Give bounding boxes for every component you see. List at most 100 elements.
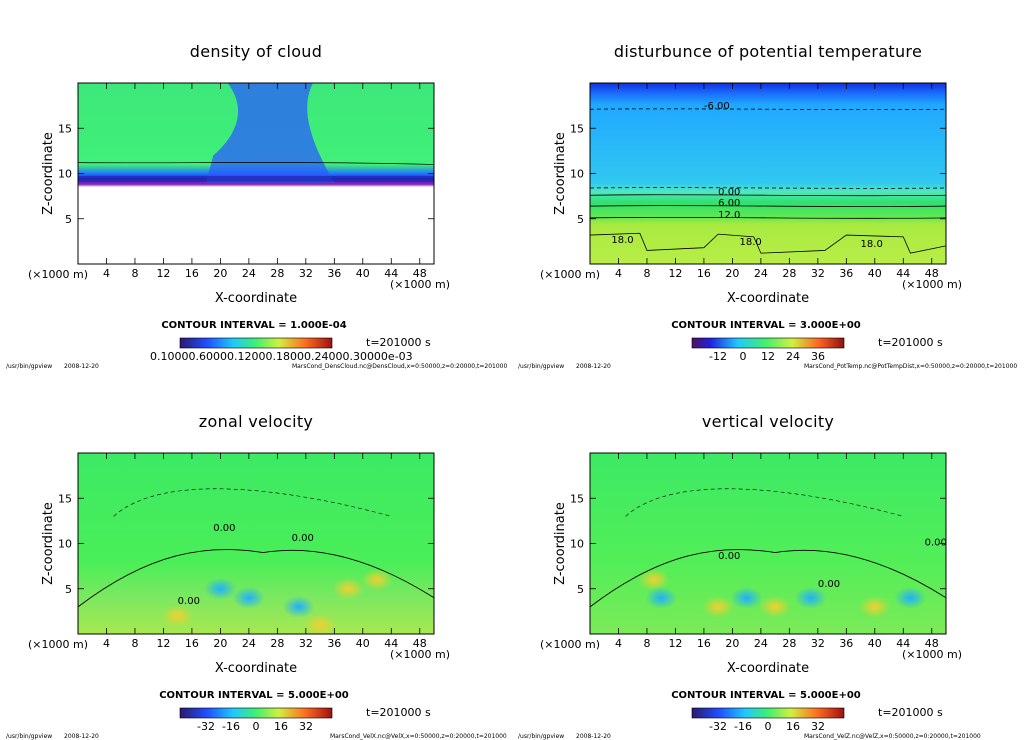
field-blob xyxy=(894,586,927,609)
colorbar-tick-label: -32 xyxy=(709,720,727,733)
colorbar-tick-label: 24 xyxy=(786,350,800,363)
y-axis-label: Z-coordinate xyxy=(553,502,568,585)
chart-title: zonal velocity xyxy=(198,412,314,431)
y-tick-label: 5 xyxy=(65,213,72,226)
field-blob xyxy=(161,604,194,627)
colorbar xyxy=(179,707,333,719)
contour-line xyxy=(113,488,392,517)
x-tick-label: 12 xyxy=(156,267,170,280)
field-blob xyxy=(702,595,735,618)
colorbar-tick-label: -32 xyxy=(197,720,215,733)
colorbar-ticks: 0.10000.60000.12000.18000.24000.30000e-0… xyxy=(150,350,413,363)
x-tick-label: 24 xyxy=(754,637,768,650)
x-tick-label: 16 xyxy=(185,267,199,280)
x-axis-label: X-coordinate xyxy=(215,661,297,676)
y-tick-label: 15 xyxy=(570,122,584,135)
x-tick-label: 4 xyxy=(615,637,622,650)
contour-line xyxy=(589,194,947,197)
panel-zonal-velocity: zonal velocity 0.00 0.00 0.00 4 8 12 16 20 24 28 3… xyxy=(0,370,512,740)
x-tick-label: 28 xyxy=(782,637,796,650)
footer-date: 2008-12-20 xyxy=(64,363,99,370)
contour-label: 0.00 xyxy=(925,537,947,548)
chart-title: vertical velocity xyxy=(701,412,835,431)
footer-program: /usr/bin/gpview xyxy=(518,363,564,370)
colorbar-tick-label: -12 xyxy=(709,350,727,363)
x-tick-label: 36 xyxy=(327,637,341,650)
y-tick-label: 5 xyxy=(65,583,72,596)
y-tick-label: 5 xyxy=(577,213,584,226)
chart-svg: 0.000.000.004 8 12 16 20 24 28 32 36 40 44 4851015X… xyxy=(6,452,507,740)
contour-label: 0.00 xyxy=(213,523,235,534)
x-tick-label: 48 xyxy=(925,267,939,280)
contour-label: -6.00 xyxy=(704,101,730,112)
x-tick-label: 28 xyxy=(270,267,284,280)
x-tick-label: 12 xyxy=(668,637,682,650)
y-tick-label: 10 xyxy=(570,538,584,551)
axis-scale-label: (×1000 m) xyxy=(540,268,600,281)
chart-svg: 0.000.000.004 8 12 16 20 24 28 32 36 40 44 4851015X… xyxy=(518,452,981,740)
contour-label: 18.0 xyxy=(611,235,633,246)
x-tick-label: 32 xyxy=(811,267,825,280)
x-tick-label: 12 xyxy=(156,637,170,650)
file-info: MarsCond_DensCloud.nc@DensCloud,x=0:5000… xyxy=(292,363,507,370)
x-tick-label: 12 xyxy=(668,267,682,280)
file-info: MarsCond_VelZ.nc@VelZ,x=0:50000,z=0:2000… xyxy=(804,733,981,740)
x-tick-label: 4 xyxy=(103,637,110,650)
panel-density-of-cloud: density of cloud 4 8 12 16 20 24 28 32 36 40 44 48 5… xyxy=(0,0,512,370)
x-tick-label: 40 xyxy=(356,637,370,650)
x-tick-label: 16 xyxy=(697,267,711,280)
x-tick-label: 44 xyxy=(896,637,910,650)
contour-label: 0.00 xyxy=(818,579,840,590)
contour-line xyxy=(589,216,947,219)
x-axis-label: X-coordinate xyxy=(727,661,809,676)
colorbar xyxy=(179,337,333,349)
y-tick-label: 10 xyxy=(58,168,72,181)
footer-program: /usr/bin/gpview xyxy=(6,363,52,370)
x-tick-label: 48 xyxy=(925,637,939,650)
contour-label: 18.0 xyxy=(740,237,762,248)
panel-vertical-velocity: vertical velocity 0.00 0.00 0.00 4 8 12 16 20 24… xyxy=(512,370,1024,740)
contour-line xyxy=(625,488,904,517)
x-tick-label: 40 xyxy=(868,267,882,280)
colorbar-tick-label: -16 xyxy=(734,720,752,733)
x-axis-label: X-coordinate xyxy=(727,291,809,306)
x-tick-label: 48 xyxy=(413,637,427,650)
contour-line xyxy=(589,549,947,608)
contour-line xyxy=(77,162,435,165)
colorbar-tick-label: 12 xyxy=(761,350,775,363)
field-blob xyxy=(282,595,315,618)
contour-label: 6.00 xyxy=(718,198,740,209)
x-axis-label: X-coordinate xyxy=(215,291,297,306)
time-label: t=201000 s xyxy=(878,706,943,719)
x-tick-label: 20 xyxy=(213,267,227,280)
colorbar-tick-label: 16 xyxy=(786,720,800,733)
contour-label: 12.0 xyxy=(718,210,740,221)
x-tick-label: 44 xyxy=(384,267,398,280)
y-axis-label: Z-coordinate xyxy=(553,132,568,215)
y-tick-label: 15 xyxy=(570,492,584,505)
x-tick-label: 40 xyxy=(356,267,370,280)
colorbar-tick-labels: -32 -16 0 16 32 xyxy=(197,720,313,733)
field-blob xyxy=(638,568,671,591)
axis-scale-label: (×1000 m) xyxy=(28,638,88,651)
colorbar-tick-labels: -12 0 12 24 36 xyxy=(709,350,825,363)
field-blob xyxy=(361,568,394,591)
x-tick-label: 20 xyxy=(213,637,227,650)
x-tick-label: 4 xyxy=(615,267,622,280)
x-tick-label: 8 xyxy=(131,267,138,280)
contour-label: 0.00 xyxy=(178,596,200,607)
contour-label: 0.00 xyxy=(292,533,314,544)
contour-interval: CONTOUR INTERVAL = 5.000E+00 xyxy=(159,690,349,701)
contour-line xyxy=(589,232,947,254)
footer-program: /usr/bin/gpview xyxy=(518,733,564,740)
x-tick-label: 8 xyxy=(643,637,650,650)
file-info: MarsCond_PotTemp.nc@PotTempDist,x=0:5000… xyxy=(804,363,1017,370)
colorbar-tick-label: 0 xyxy=(765,720,772,733)
y-tick-label: 15 xyxy=(58,122,72,135)
x-tick-label: 24 xyxy=(242,637,256,650)
contour-interval: CONTOUR INTERVAL = 1.000E-04 xyxy=(161,320,346,331)
x-tick-label: 4 xyxy=(103,267,110,280)
field-blob xyxy=(645,586,678,609)
x-tick-label: 32 xyxy=(811,637,825,650)
